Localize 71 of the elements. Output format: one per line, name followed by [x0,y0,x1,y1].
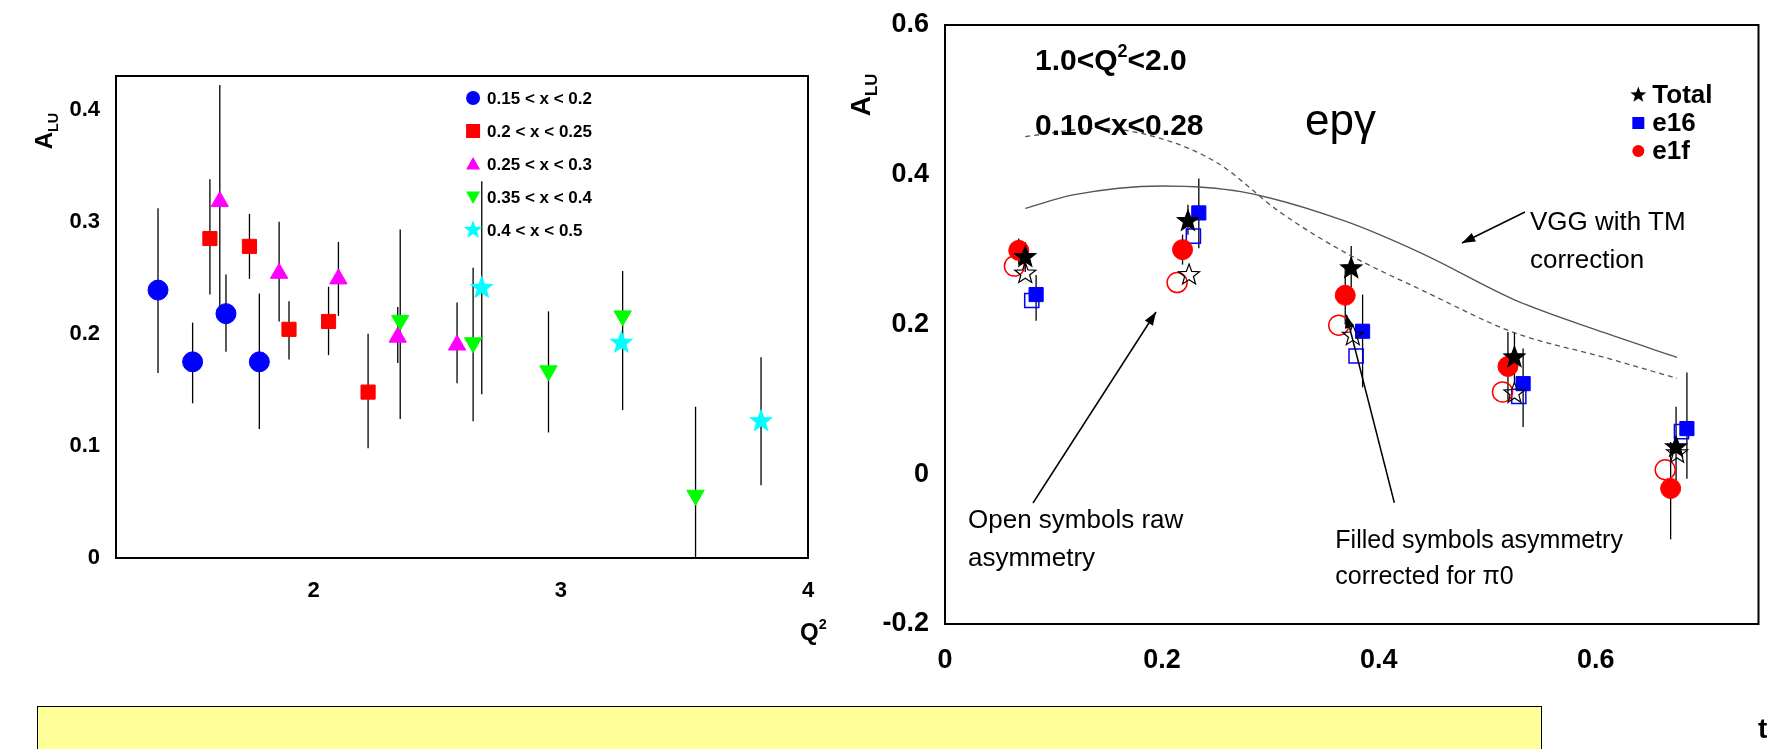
y-tick-label: 0.4 [69,95,101,121]
annotation: Filled symbols asymmetry corrected for π0 [1335,524,1624,589]
point [147,279,169,301]
x-tick-label: 0 [937,643,953,674]
point [1654,459,1676,481]
point [1327,314,1350,336]
annotation: Open symbols raw asymmetry [968,504,1184,572]
point [1348,348,1364,364]
x-tick-label: 4 [801,577,815,603]
point [182,351,204,373]
point [1166,271,1188,294]
y-tick-label: 0 [913,457,929,488]
legend-label: Total [1652,79,1713,110]
legend-label: e16 [1652,107,1696,138]
point [1341,324,1364,346]
y-axis-title: ALU [845,73,881,117]
x-tick-label: 2 [307,577,320,603]
point [241,238,258,254]
point [1177,263,1201,285]
x-tick-label: 3 [554,577,567,603]
point [360,384,376,400]
point [1003,255,1026,277]
point [202,230,218,247]
point [686,489,705,506]
point [1503,345,1526,367]
y-tick-label: -0.2 [882,607,929,638]
y-tick-label: 0.4 [891,158,929,189]
annotation: epγ [1305,95,1376,144]
x-axis-title: t [1758,713,1768,744]
point [1660,477,1682,499]
legend-label: 0.25 < x < 0.3 [487,154,592,174]
y-axis-title: ALU [30,112,61,150]
legend-label: 0.2 < x < 0.25 [487,121,592,141]
point [1185,228,1202,244]
x-tick-label: 0.2 [1143,643,1181,674]
point [269,262,289,279]
legend-label: 0.15 < x < 0.2 [487,88,592,108]
point [1172,239,1194,261]
point [1679,421,1695,437]
point [1176,209,1200,231]
point [215,303,237,325]
point [1673,423,1690,440]
point [610,331,633,353]
point [329,268,348,285]
y-tick-label: 0.2 [891,307,929,338]
point [320,313,337,330]
annotation: VGG with TM correction [1530,206,1686,274]
y-tick-label: 0 [87,544,100,570]
y-tick-label: 0.2 [69,319,100,345]
point [1028,286,1044,303]
annotation: 0.10<x<0.28 [1035,108,1204,141]
legend-label: e1f [1652,135,1691,166]
x-tick-label: 0.6 [1577,643,1615,674]
point [281,321,297,337]
point [1334,284,1356,306]
y-tick-label: 0.1 [69,431,100,457]
point [1014,261,1037,284]
legend-label: 0.4 < x < 0.5 [487,220,583,240]
point [210,191,229,208]
point [1515,376,1531,392]
legend-label: 0.35 < x < 0.4 [487,187,593,207]
y-tick-label: 0.3 [69,207,100,233]
point [1023,292,1040,309]
x-tick-label: 0.4 [1360,643,1398,674]
point [1014,245,1037,267]
y-tick-label: 0.6 [891,8,929,39]
point [248,351,270,373]
point [470,276,493,298]
point [1340,256,1363,278]
point [1491,381,1514,403]
point [1503,381,1526,403]
